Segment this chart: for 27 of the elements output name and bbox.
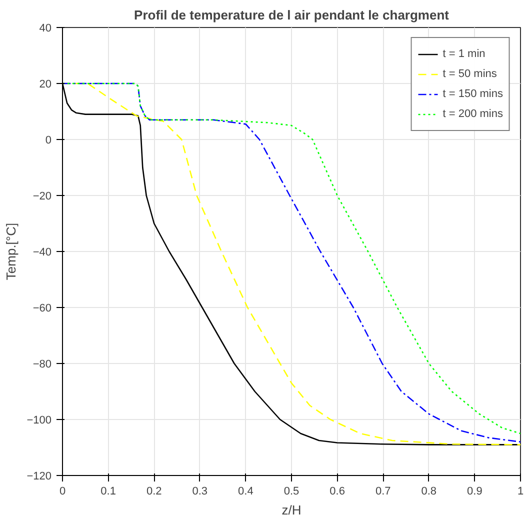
x-tick-label: 0.4: [238, 486, 254, 498]
y-tick-label: −80: [32, 358, 52, 370]
x-tick-label: 0.5: [284, 486, 300, 498]
x-tick-label: 0.2: [146, 486, 162, 498]
x-tick-label: 0.9: [467, 486, 482, 498]
y-tick-label: −40: [32, 246, 52, 258]
y-axis-title: Temp.[°C]: [4, 222, 19, 280]
chart-title: Profil de temperature de l air pendant le chargment: [134, 8, 450, 22]
y-tick-label: −60: [32, 302, 52, 314]
y-tick-label: −120: [26, 470, 52, 482]
y-tick-label: 0: [45, 134, 52, 146]
y-tick-label: −100: [26, 414, 52, 426]
x-tick-label: 0.1: [100, 486, 116, 498]
legend-label: t = 150 mins: [442, 88, 503, 100]
x-tick-label: 0.3: [192, 486, 208, 498]
legend-label: t = 200 mins: [442, 108, 503, 120]
y-tick-label: −20: [32, 190, 52, 202]
x-tick-label: 0: [59, 486, 66, 498]
y-tick-label: 20: [39, 78, 52, 90]
x-tick-label: 1: [517, 486, 524, 498]
legend-label: t = 50 mins: [442, 68, 497, 80]
legend-label: t = 1 min: [442, 48, 486, 60]
y-tick-label: 40: [39, 22, 52, 34]
x-tick-label: 0.6: [330, 486, 345, 498]
x-tick-label: 0.8: [421, 486, 437, 498]
x-axis-title: z/H: [282, 502, 302, 518]
x-tick-label: 0.7: [375, 486, 391, 498]
